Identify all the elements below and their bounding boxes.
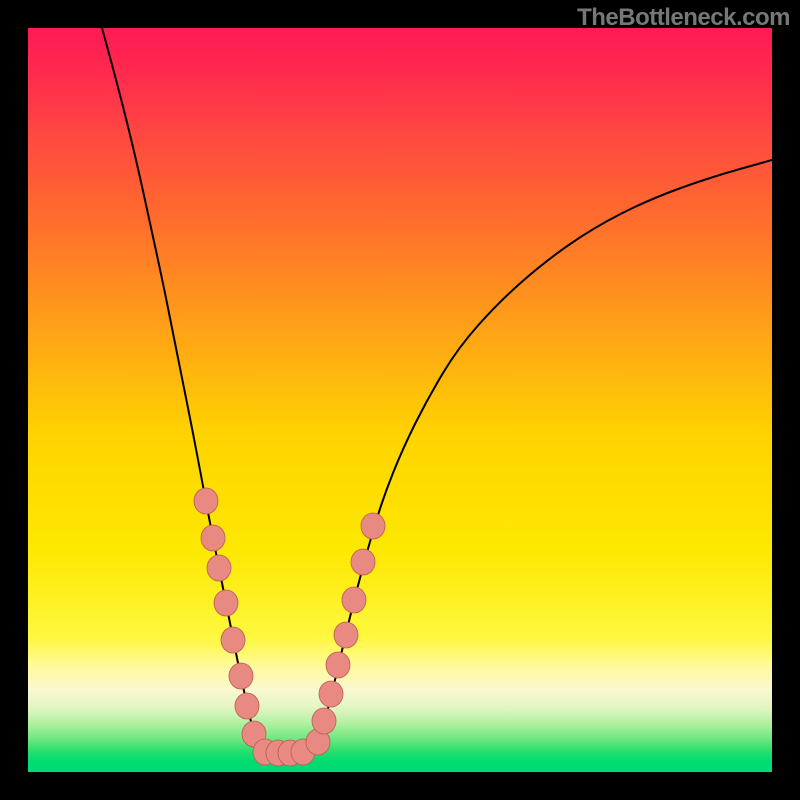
plot-area xyxy=(28,28,772,772)
chart-container: TheBottleneck.com xyxy=(0,0,800,800)
marker-right-2 xyxy=(319,681,343,707)
marker-right-6 xyxy=(351,549,375,575)
marker-right-5 xyxy=(342,587,366,613)
marker-left-6 xyxy=(235,693,259,719)
marker-left-5 xyxy=(229,663,253,689)
watermark-text: TheBottleneck.com xyxy=(577,4,790,32)
chart-background xyxy=(28,28,772,772)
marker-left-2 xyxy=(207,555,231,581)
marker-left-4 xyxy=(221,627,245,653)
chart-svg xyxy=(28,28,772,772)
marker-right-3 xyxy=(326,652,350,678)
marker-right-7 xyxy=(361,513,385,539)
marker-right-1 xyxy=(312,708,336,734)
marker-left-1 xyxy=(201,525,225,551)
marker-left-3 xyxy=(214,590,238,616)
marker-right-4 xyxy=(334,622,358,648)
marker-left-0 xyxy=(194,488,218,514)
